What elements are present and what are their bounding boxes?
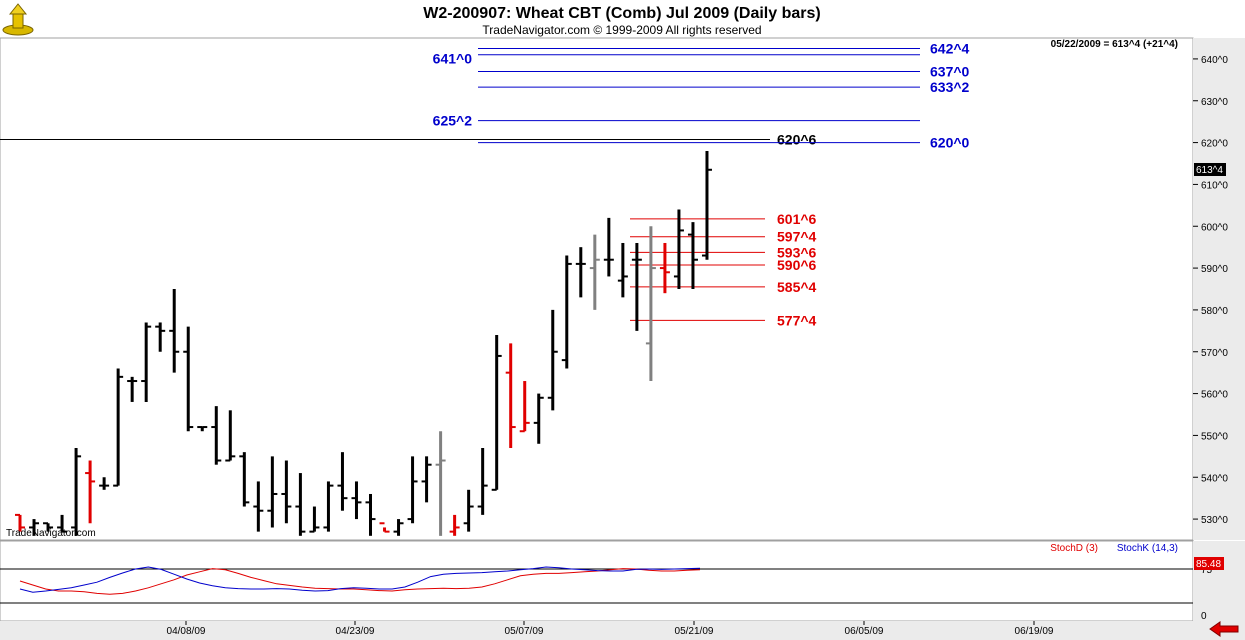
- legend-stochk: StochK (14,3): [1117, 543, 1178, 554]
- y-tick-label: 570^0: [1201, 348, 1228, 359]
- level-label: 601^6: [777, 211, 817, 227]
- last-price-tag: 613^4: [1194, 163, 1226, 176]
- chart-subtitle: TradeNavigator.com © 1999-2009 All right…: [482, 23, 761, 37]
- level-label: 642^4: [930, 40, 970, 56]
- level-label: 585^4: [777, 279, 817, 295]
- stochk-line: [19, 566, 701, 593]
- level-label: 593^6: [777, 244, 817, 260]
- stoch-y-label: 0: [1201, 611, 1207, 622]
- stoch-grid: 75 0: [0, 565, 1213, 622]
- scroll-arrow-icon[interactable]: [1209, 621, 1239, 637]
- stoch-panel: [0, 540, 1194, 622]
- x-tick-label: 04/23/09: [336, 626, 375, 637]
- y-tick-label: 630^0: [1201, 97, 1228, 108]
- x-ticks: 04/08/09 04/23/09 05/07/09 05/21/09 06/05/09…: [167, 621, 1054, 637]
- stoch-last-label: 85.48: [1196, 559, 1221, 570]
- y-tick-label: 530^0: [1201, 515, 1228, 526]
- y-tick-label: 560^0: [1201, 390, 1228, 401]
- level-label: 577^4: [777, 312, 817, 328]
- level-label: 597^4: [777, 229, 817, 245]
- y-tick-label: 620^0: [1201, 139, 1228, 150]
- y-tick-label: 540^0: [1201, 473, 1228, 484]
- stoch-axis: [1193, 541, 1245, 621]
- status-text: 05/22/2009 = 613^4 (+21^4): [1051, 39, 1178, 50]
- x-tick-label: 06/19/09: [1015, 626, 1054, 637]
- x-tick-label: 05/07/09: [505, 626, 544, 637]
- stochd-line: [19, 568, 701, 595]
- x-axis: [0, 621, 1245, 640]
- ohlc-bars: [15, 150, 712, 536]
- logo-icon: [2, 3, 34, 36]
- level-label: 637^0: [930, 63, 970, 79]
- level-label: 590^6: [777, 257, 817, 273]
- header-bg: [0, 0, 1245, 38]
- level-label: 633^2: [930, 79, 970, 95]
- price-panel: [0, 37, 1194, 541]
- x-tick-label: 06/05/09: [845, 626, 884, 637]
- level-label: 620^0: [930, 135, 970, 151]
- stoch-lines: [19, 566, 701, 595]
- y-tick-label: 580^0: [1201, 306, 1228, 317]
- level-label: 641^0: [433, 51, 473, 67]
- y-tick-label: 550^0: [1201, 431, 1228, 442]
- x-tick-label: 05/21/09: [675, 626, 714, 637]
- watermark-text: TradeNavigator.com: [6, 528, 96, 539]
- y-tick-label: 610^0: [1201, 180, 1228, 191]
- stoch-last-tag: 85.48: [1194, 557, 1224, 570]
- level-label: 620^6: [777, 131, 817, 147]
- x-tick-label: 04/08/09: [167, 626, 206, 637]
- level-label: 625^2: [433, 113, 473, 129]
- y-tick-label: 600^0: [1201, 222, 1228, 233]
- last-price-label: 613^4: [1196, 165, 1223, 176]
- legend-stochd: StochD (3): [1050, 543, 1098, 554]
- price-y-ticks: 530^0 540^0 550^0 560^0 570^0 580^0 590^0 600^0…: [1193, 55, 1228, 526]
- price-axis: [1193, 38, 1245, 540]
- chart-title: W2-200907: Wheat CBT (Comb) Jul 2009 (Da…: [423, 5, 820, 22]
- y-tick-label: 590^0: [1201, 264, 1228, 275]
- y-tick-label: 640^0: [1201, 55, 1228, 66]
- stoch-y-label: 75: [1201, 565, 1213, 576]
